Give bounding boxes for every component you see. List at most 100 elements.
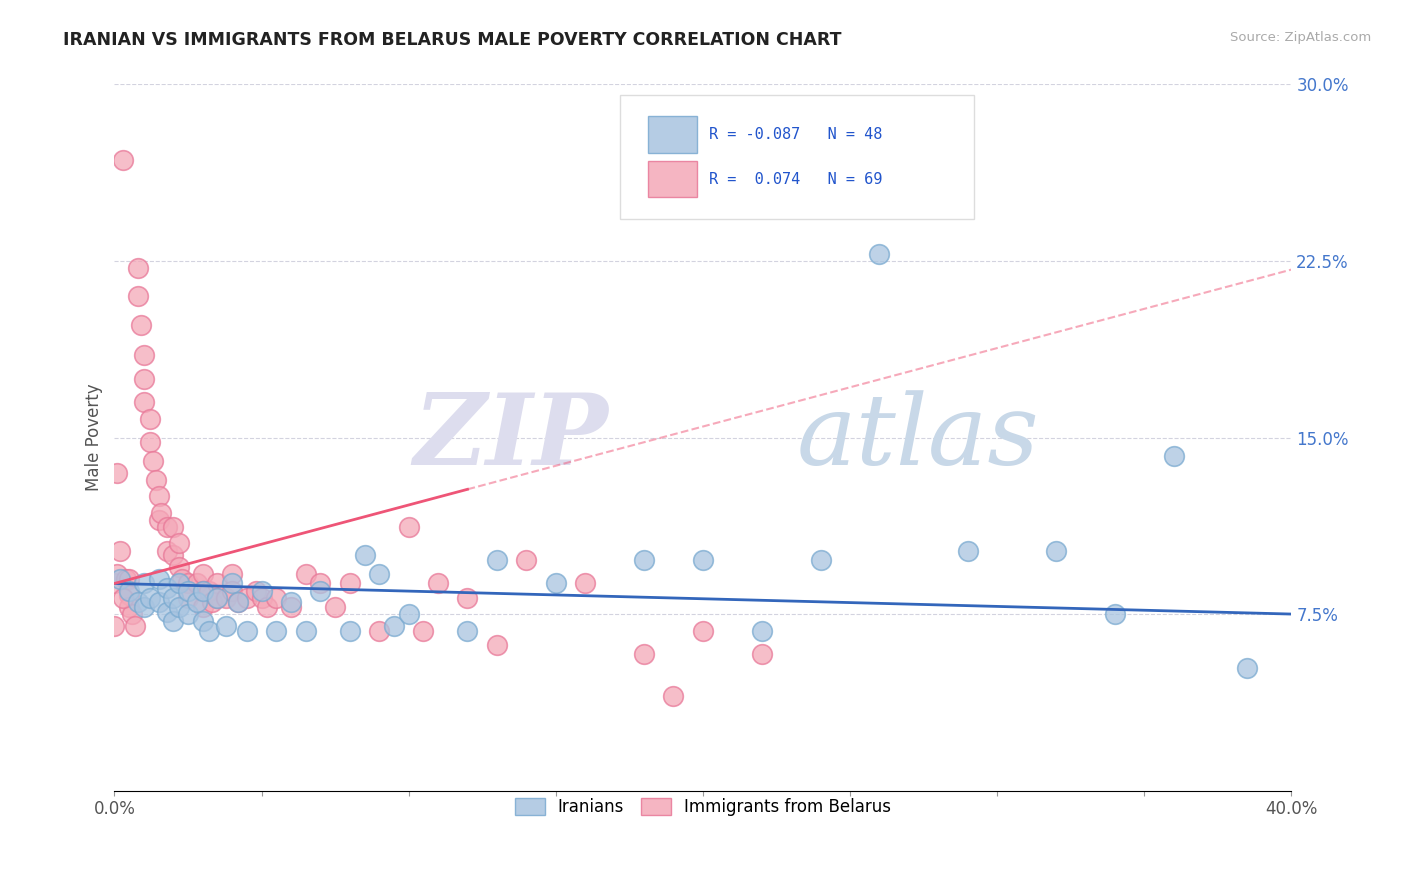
Point	[221, 583, 243, 598]
Point	[215, 619, 238, 633]
Point	[207, 591, 229, 605]
Point	[105, 567, 128, 582]
Point	[138, 411, 160, 425]
Y-axis label: Male Poverty: Male Poverty	[86, 384, 103, 491]
FancyBboxPatch shape	[648, 116, 697, 153]
Point	[751, 647, 773, 661]
Point	[197, 583, 219, 598]
Point	[138, 591, 160, 605]
Point	[1045, 543, 1067, 558]
Point	[186, 576, 208, 591]
Point	[186, 595, 208, 609]
Point	[382, 619, 405, 633]
Point	[810, 553, 832, 567]
Point	[692, 553, 714, 567]
Point	[339, 576, 361, 591]
Point	[156, 543, 179, 558]
Point	[148, 513, 170, 527]
Point	[118, 588, 141, 602]
Point	[167, 576, 190, 591]
Point	[191, 567, 214, 582]
Point	[456, 624, 478, 638]
Point	[112, 153, 135, 167]
Point	[150, 506, 173, 520]
Point	[124, 619, 146, 633]
Point	[280, 599, 302, 614]
Point	[103, 576, 125, 591]
Point	[162, 591, 184, 605]
Point	[162, 548, 184, 562]
Point	[112, 591, 135, 605]
Point	[353, 548, 375, 562]
Point	[132, 348, 155, 362]
Point	[156, 520, 179, 534]
Point	[177, 583, 200, 598]
Point	[162, 520, 184, 534]
Point	[574, 576, 596, 591]
Point	[245, 583, 267, 598]
Point	[633, 553, 655, 567]
Point	[398, 520, 420, 534]
Point	[132, 599, 155, 614]
Point	[127, 289, 149, 303]
Text: atlas: atlas	[797, 390, 1040, 485]
Point	[177, 607, 200, 621]
Point	[191, 599, 214, 614]
Point	[148, 595, 170, 609]
Point	[309, 583, 332, 598]
Point	[177, 591, 200, 605]
Point	[339, 624, 361, 638]
Point	[412, 624, 434, 638]
Text: ZIP: ZIP	[413, 389, 609, 486]
Point	[127, 260, 149, 275]
Point	[956, 543, 979, 558]
Point	[191, 583, 214, 598]
Point	[250, 591, 273, 605]
Point	[115, 572, 138, 586]
Point	[398, 607, 420, 621]
FancyBboxPatch shape	[648, 161, 697, 197]
Point	[236, 591, 259, 605]
Point	[197, 624, 219, 638]
Point	[515, 553, 537, 567]
Point	[207, 591, 229, 605]
Text: IRANIAN VS IMMIGRANTS FROM BELARUS MALE POVERTY CORRELATION CHART: IRANIAN VS IMMIGRANTS FROM BELARUS MALE …	[63, 31, 842, 49]
Point	[148, 572, 170, 586]
Point	[167, 599, 190, 614]
Point	[215, 591, 238, 605]
Point	[142, 454, 165, 468]
Point	[1104, 607, 1126, 621]
Point	[264, 591, 287, 605]
Point	[118, 572, 141, 586]
Point	[110, 543, 132, 558]
Text: Source: ZipAtlas.com: Source: ZipAtlas.com	[1230, 31, 1371, 45]
FancyBboxPatch shape	[620, 95, 973, 219]
Point	[485, 638, 508, 652]
Point	[110, 572, 132, 586]
Legend: Iranians, Immigrants from Belarus: Iranians, Immigrants from Belarus	[506, 789, 900, 824]
Point	[226, 595, 249, 609]
Point	[118, 583, 141, 598]
Point	[145, 473, 167, 487]
Point	[368, 624, 391, 638]
Point	[221, 576, 243, 591]
Point	[294, 567, 316, 582]
Point	[264, 624, 287, 638]
Point	[226, 595, 249, 609]
Point	[250, 583, 273, 598]
Point	[236, 624, 259, 638]
Point	[127, 595, 149, 609]
Point	[156, 581, 179, 595]
Point	[156, 605, 179, 619]
Point	[544, 576, 567, 591]
Point	[221, 567, 243, 582]
Point	[162, 614, 184, 628]
Point	[132, 372, 155, 386]
Point	[280, 595, 302, 609]
Point	[121, 607, 143, 621]
Point	[323, 599, 346, 614]
Point	[256, 599, 278, 614]
Point	[485, 553, 508, 567]
Point	[191, 614, 214, 628]
Point	[200, 595, 222, 609]
